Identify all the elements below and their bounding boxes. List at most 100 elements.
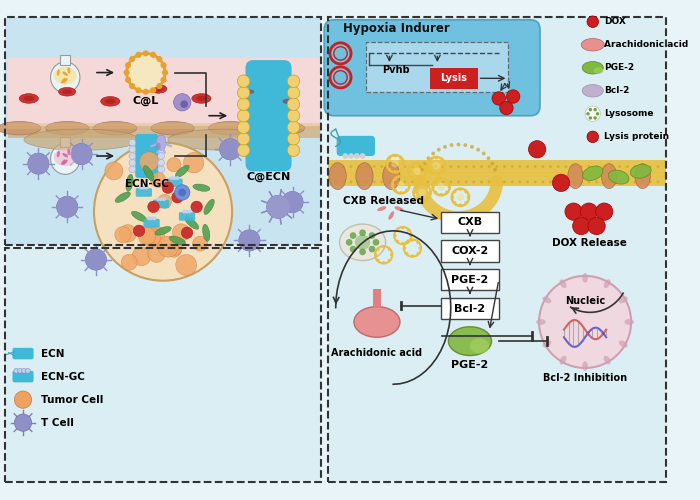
Circle shape — [618, 180, 621, 184]
Circle shape — [634, 165, 636, 168]
Circle shape — [28, 153, 49, 174]
Circle shape — [411, 239, 414, 242]
Circle shape — [549, 165, 552, 168]
Ellipse shape — [356, 162, 373, 190]
Circle shape — [456, 142, 461, 146]
Ellipse shape — [377, 206, 386, 211]
Circle shape — [156, 197, 160, 201]
Circle shape — [435, 172, 438, 174]
Circle shape — [420, 168, 424, 172]
Circle shape — [282, 192, 303, 212]
Bar — [430, 68, 477, 89]
Circle shape — [564, 180, 567, 184]
Ellipse shape — [168, 129, 283, 150]
Circle shape — [541, 180, 545, 184]
Circle shape — [641, 165, 644, 168]
Circle shape — [519, 165, 522, 168]
Circle shape — [403, 165, 406, 168]
Circle shape — [176, 176, 179, 180]
Circle shape — [167, 158, 181, 172]
Text: T Cell: T Cell — [41, 418, 74, 428]
Circle shape — [18, 368, 22, 373]
Text: CXB: CXB — [457, 217, 482, 227]
Text: PGE-2: PGE-2 — [452, 360, 489, 370]
Circle shape — [396, 228, 399, 232]
Circle shape — [587, 165, 590, 168]
Circle shape — [397, 181, 405, 188]
Circle shape — [503, 180, 506, 184]
Circle shape — [85, 249, 106, 270]
Circle shape — [389, 168, 391, 170]
Text: Arachidonic acid: Arachidonic acid — [604, 40, 689, 49]
Ellipse shape — [156, 135, 166, 150]
Text: Hypoxia Indurer: Hypoxia Indurer — [344, 22, 450, 35]
Circle shape — [237, 75, 250, 88]
Text: Lysosome: Lysosome — [604, 110, 654, 118]
Circle shape — [445, 180, 448, 182]
Circle shape — [395, 165, 398, 168]
Bar — [8, 124, 321, 129]
Circle shape — [115, 226, 131, 243]
Circle shape — [125, 77, 131, 83]
Ellipse shape — [54, 67, 76, 84]
Circle shape — [22, 368, 27, 373]
Circle shape — [410, 176, 413, 178]
Circle shape — [391, 160, 399, 168]
Ellipse shape — [101, 96, 120, 106]
FancyBboxPatch shape — [337, 136, 375, 156]
Circle shape — [388, 165, 391, 168]
Ellipse shape — [608, 170, 629, 184]
Circle shape — [401, 226, 405, 230]
Circle shape — [442, 180, 444, 184]
Circle shape — [129, 146, 136, 152]
Circle shape — [267, 196, 290, 218]
Circle shape — [287, 121, 300, 134]
Ellipse shape — [61, 78, 66, 84]
Ellipse shape — [196, 96, 206, 101]
Circle shape — [374, 254, 377, 256]
Circle shape — [342, 180, 345, 184]
Circle shape — [350, 232, 356, 239]
Circle shape — [158, 160, 164, 166]
Circle shape — [349, 165, 353, 168]
Circle shape — [150, 216, 153, 220]
Circle shape — [596, 203, 613, 220]
Circle shape — [282, 192, 303, 212]
Circle shape — [610, 165, 613, 168]
Circle shape — [500, 102, 513, 115]
Circle shape — [459, 188, 462, 191]
FancyBboxPatch shape — [60, 137, 70, 146]
Circle shape — [158, 236, 178, 257]
Circle shape — [493, 168, 497, 172]
Circle shape — [409, 234, 412, 237]
Circle shape — [449, 165, 452, 168]
Circle shape — [431, 152, 435, 156]
Circle shape — [183, 152, 204, 173]
Circle shape — [156, 83, 162, 89]
Circle shape — [465, 180, 468, 184]
Circle shape — [415, 186, 418, 188]
Text: Bcl-2: Bcl-2 — [604, 86, 629, 96]
Ellipse shape — [94, 122, 136, 135]
Circle shape — [440, 193, 442, 196]
Circle shape — [237, 121, 250, 134]
Circle shape — [355, 234, 370, 250]
Ellipse shape — [192, 94, 211, 104]
Circle shape — [434, 180, 437, 184]
Circle shape — [162, 182, 174, 194]
Circle shape — [393, 234, 397, 237]
Circle shape — [382, 261, 385, 264]
Circle shape — [85, 249, 106, 270]
Circle shape — [440, 158, 443, 162]
Circle shape — [365, 165, 368, 168]
Circle shape — [400, 191, 402, 194]
Circle shape — [421, 164, 424, 168]
Circle shape — [395, 180, 398, 184]
Circle shape — [411, 165, 414, 168]
Bar — [441, 212, 499, 233]
Circle shape — [237, 86, 250, 99]
Circle shape — [129, 166, 136, 173]
FancyBboxPatch shape — [324, 20, 540, 116]
Circle shape — [150, 87, 156, 94]
Circle shape — [421, 198, 424, 202]
